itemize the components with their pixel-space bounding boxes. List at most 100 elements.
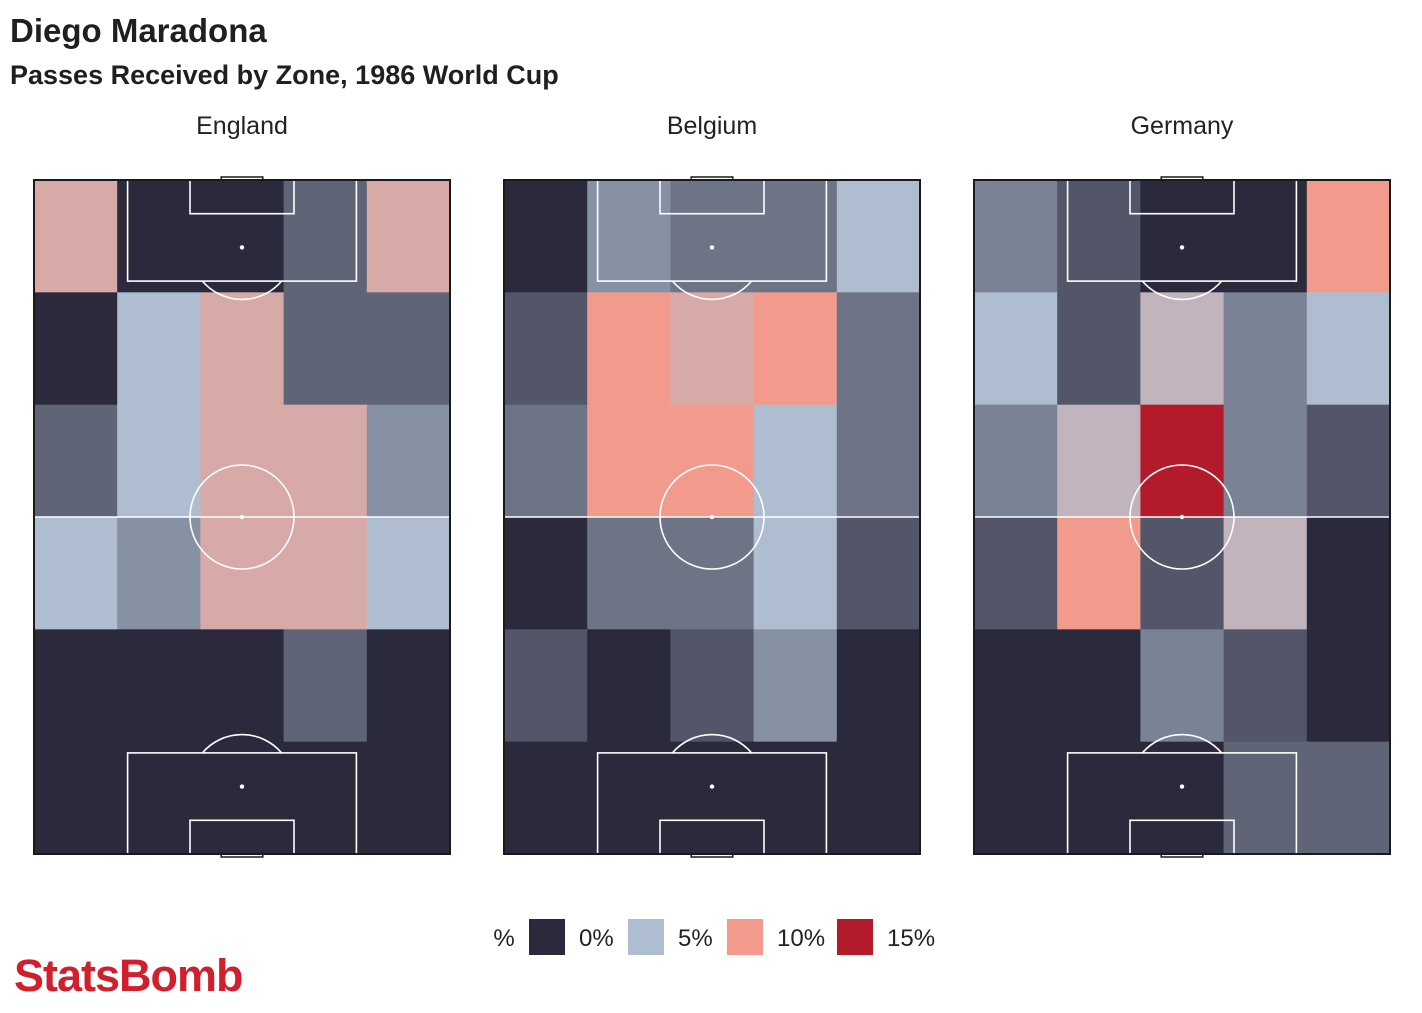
heatmap-cell (117, 292, 201, 406)
heatmap-cell (366, 629, 451, 743)
heatmap-cell (117, 741, 201, 855)
heatmap-cell (1223, 629, 1308, 743)
heatmap-cell (1223, 404, 1308, 518)
legend-swatch (529, 919, 565, 955)
pitch-outline (503, 179, 921, 855)
penalty-spot-bottom (1179, 784, 1185, 789)
heatmap-cell (974, 741, 1058, 855)
heatmap-cell (366, 292, 451, 406)
heatmap-cell (587, 180, 671, 293)
heatmap-cell (117, 404, 201, 518)
heatmap-cell (1306, 517, 1391, 630)
heatmap-cell (1057, 180, 1141, 293)
heatmap-cell (753, 292, 838, 406)
panel-title: Belgium (667, 112, 757, 140)
heatmap-cell (366, 404, 451, 518)
heatmap-cell (1306, 741, 1391, 855)
legend-label: 15% (887, 925, 935, 952)
heatmap-cell (836, 292, 921, 406)
heatmap-cell (283, 741, 368, 855)
heatmap-cell (836, 180, 921, 293)
heatmap-cell (504, 517, 588, 630)
heatmap-cell (283, 404, 368, 518)
heatmap-cell (1140, 292, 1225, 406)
center-spot (709, 514, 715, 520)
heatmap-cell (587, 404, 671, 518)
heatmap-cell (366, 517, 451, 630)
heatmap-cell (974, 517, 1058, 630)
statsbomb-logo: StatsBomb (14, 950, 244, 1001)
center-spot (1179, 514, 1185, 520)
heatmap-cell (1306, 404, 1391, 518)
legend-swatch (837, 919, 873, 955)
heatmap-cell (974, 292, 1058, 406)
heatmap-cell (34, 404, 118, 518)
heatmap-cell (670, 741, 755, 855)
heatmap-cell (1306, 180, 1391, 293)
panel-title: Germany (1131, 112, 1234, 140)
penalty-spot-top (239, 245, 245, 250)
heatmap-cell (1223, 180, 1308, 293)
heatmap-cell (504, 292, 588, 406)
heatmap-cell (1057, 629, 1141, 743)
heatmap-cell (753, 741, 838, 855)
heatmap-cell (504, 404, 588, 518)
heatmap-cell (753, 517, 838, 630)
heatmap-cell (753, 629, 838, 743)
heatmap-cell (366, 741, 451, 855)
legend-label: 0% (579, 925, 614, 952)
penalty-arc-top (1141, 280, 1223, 301)
legend-label: 5% (678, 925, 713, 952)
heatmap-cell (283, 292, 368, 406)
heatmap-cell (200, 180, 285, 293)
heatmap-cell (1140, 517, 1225, 630)
penalty-arc-bottom (1141, 733, 1223, 754)
heatmap-cell (753, 404, 838, 518)
center-circle (1129, 464, 1235, 570)
chart-subtitle: Passes Received by Zone, 1986 World Cup (10, 60, 559, 90)
heatmap-cell (34, 741, 118, 855)
legend-label: 10% (777, 925, 825, 952)
heatmap-cell (670, 517, 755, 630)
legend-swatch (727, 919, 763, 955)
penalty-spot-bottom (239, 784, 245, 789)
heatmap-cell (283, 180, 368, 293)
pitch-outline (33, 179, 451, 855)
heatmap-cell (504, 741, 588, 855)
center-spot (239, 514, 245, 520)
heatmap-cell (1140, 741, 1225, 855)
heatmap-cell (34, 517, 118, 630)
heatmap-cell (283, 629, 368, 743)
heatmap-cell (974, 180, 1058, 293)
heatmap-cell (587, 629, 671, 743)
heatmap-cell (1057, 741, 1141, 855)
heatmap-cell (1306, 629, 1391, 743)
panel-title: England (196, 112, 288, 140)
heatmap-cell (283, 517, 368, 630)
penalty-arc-bottom (201, 733, 283, 754)
penalty-arc-bottom (671, 733, 753, 754)
heatmap-cell (34, 292, 118, 406)
heatmap-cell (587, 741, 671, 855)
heatmap-cell (670, 629, 755, 743)
heatmap-cell (1223, 292, 1308, 406)
penalty-spot-top (709, 245, 715, 250)
heatmap-cell (1140, 629, 1225, 743)
penalty-arc-top (671, 280, 753, 301)
heatmap-cell (1140, 180, 1225, 293)
heatmap-cell (836, 741, 921, 855)
heatmap-cell (1306, 292, 1391, 406)
heatmap-cell (200, 404, 285, 518)
heatmap-cell (34, 629, 118, 743)
penalty-spot-bottom (709, 784, 715, 789)
heatmap-cell (1057, 404, 1141, 518)
heatmap-cell (1223, 741, 1308, 855)
heatmap-cell (200, 741, 285, 855)
heatmap-cell (117, 629, 201, 743)
heatmap-cell (504, 180, 588, 293)
heatmap-cell (974, 404, 1058, 518)
penalty-spot-top (1179, 245, 1185, 250)
legend-swatch (628, 919, 664, 955)
heatmap-cell (504, 629, 588, 743)
